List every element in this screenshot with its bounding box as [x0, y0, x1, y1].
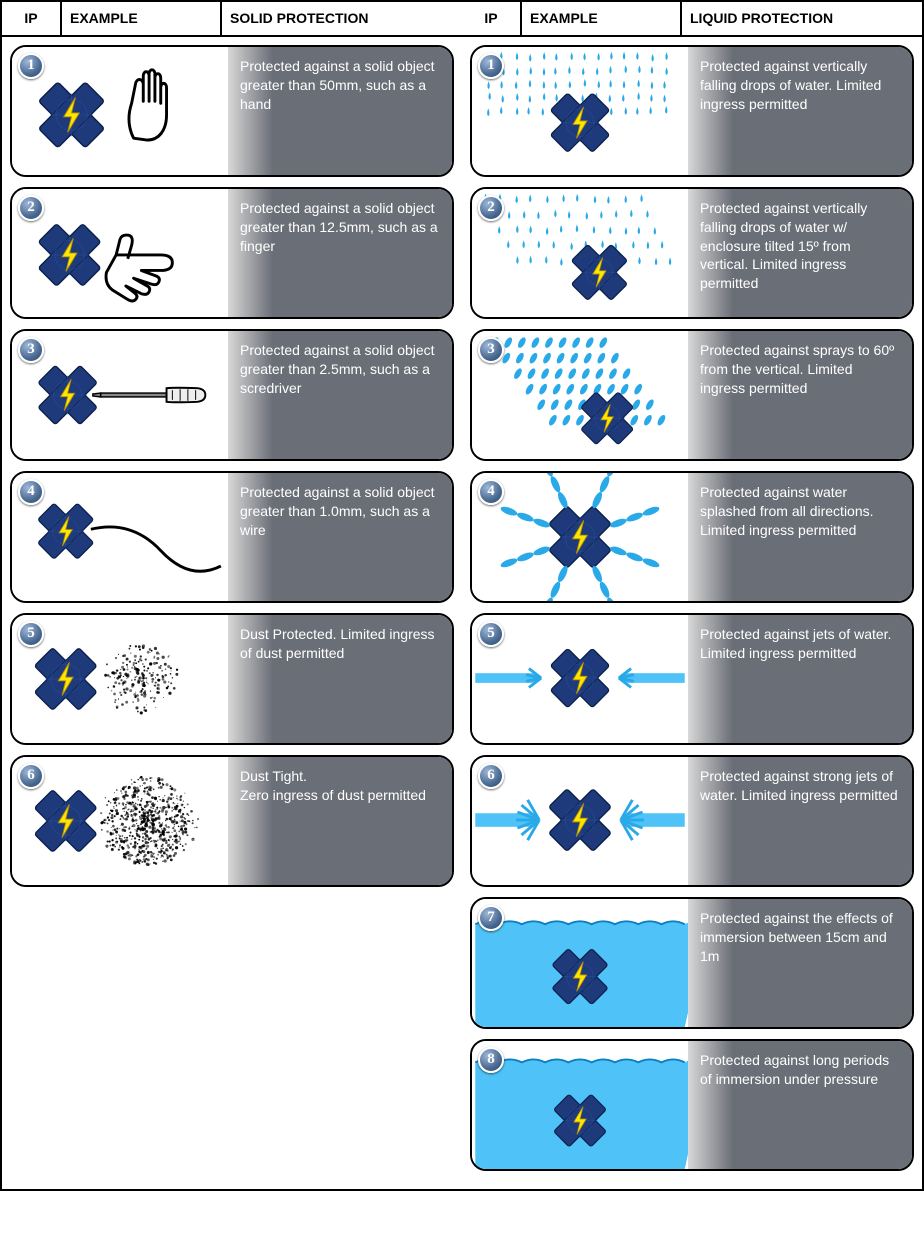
- solid-example-icon: 2: [12, 189, 228, 317]
- solid-card-3: 3 Protected against a solid object great…: [10, 329, 454, 461]
- ip-number-badge: 1: [478, 53, 504, 79]
- solid-card-4: 4 Protected against a solid object great…: [10, 471, 454, 603]
- liquid-description: Protected against strong jets of water. …: [688, 757, 912, 885]
- solid-description: Dust Protected. Limited ingress of dust …: [228, 615, 452, 743]
- liquid-example-icon: 4: [472, 473, 688, 601]
- liquid-card-2: 2 Protected against vertically falling d…: [470, 187, 914, 319]
- liquid-example-icon: 1: [472, 47, 688, 175]
- liquid-card-3: 3 Protected against sprays to 60º from t…: [470, 329, 914, 461]
- ip-number-badge: 2: [478, 195, 504, 221]
- liquid-card-1: 1 Protected against vertically falling d…: [470, 45, 914, 177]
- solid-card-2: 2 Protected against a solid object great…: [10, 187, 454, 319]
- ip-number-badge: 6: [18, 763, 44, 789]
- solid-description: Protected against a solid object greater…: [228, 473, 452, 601]
- ip-number-badge: 1: [18, 53, 44, 79]
- header-liquid: IP EXAMPLE LIQUID PROTECTION: [462, 2, 922, 35]
- solid-example-icon: 4: [12, 473, 228, 601]
- header-row: IP EXAMPLE SOLID PROTECTION IP EXAMPLE L…: [2, 2, 922, 37]
- liquid-description: Protected against long periods of immers…: [688, 1041, 912, 1169]
- solid-example-icon: 6: [12, 757, 228, 885]
- header-solid: IP EXAMPLE SOLID PROTECTION: [2, 2, 462, 35]
- header-example: EXAMPLE: [62, 2, 222, 35]
- solid-example-icon: 3: [12, 331, 228, 459]
- liquid-description: Protected against jets of water. Limited…: [688, 615, 912, 743]
- ip-number-badge: 3: [18, 337, 44, 363]
- header-ip: IP: [2, 2, 62, 35]
- solid-card-1: 1 Protected against a solid object great…: [10, 45, 454, 177]
- liquid-description: Protected against the effects of immersi…: [688, 899, 912, 1027]
- liquid-example-icon: 3: [472, 331, 688, 459]
- body-row: 1 Protected against a solid object great…: [2, 37, 922, 1189]
- liquid-example-icon: 2: [472, 189, 688, 317]
- liquid-example-icon: 6: [472, 757, 688, 885]
- solid-description: Dust Tight. Zero ingress of dust permitt…: [228, 757, 452, 885]
- solid-example-icon: 5: [12, 615, 228, 743]
- liquid-description: Protected against vertically falling dro…: [688, 189, 912, 317]
- ip-number-badge: 4: [478, 479, 504, 505]
- liquid-card-6: 6 Protected against strong jets of water…: [470, 755, 914, 887]
- ip-number-badge: 7: [478, 905, 504, 931]
- ip-number-badge: 8: [478, 1047, 504, 1073]
- liquid-description: Protected against sprays to 60º from the…: [688, 331, 912, 459]
- liquid-description: Protected against water splashed from al…: [688, 473, 912, 601]
- header-example: EXAMPLE: [522, 2, 682, 35]
- liquid-card-4: 4 Protected against water splashed from …: [470, 471, 914, 603]
- liquid-example-icon: 8: [472, 1041, 688, 1169]
- header-solid-protection: SOLID PROTECTION: [222, 2, 462, 35]
- ip-number-badge: 5: [18, 621, 44, 647]
- ip-chart: IP EXAMPLE SOLID PROTECTION IP EXAMPLE L…: [0, 0, 924, 1191]
- liquid-card-8: 8 Protected against long periods of imme…: [470, 1039, 914, 1171]
- liquid-example-icon: 7: [472, 899, 688, 1027]
- ip-number-badge: 3: [478, 337, 504, 363]
- solid-description: Protected against a solid object greater…: [228, 331, 452, 459]
- liquid-card-5: 5 Protected against jets of water. Limit…: [470, 613, 914, 745]
- liquid-column: 1 Protected against vertically falling d…: [462, 37, 922, 1189]
- solid-example-icon: 1: [12, 47, 228, 175]
- liquid-example-icon: 5: [472, 615, 688, 743]
- liquid-card-7: 7 Protected against the effects of immer…: [470, 897, 914, 1029]
- ip-number-badge: 5: [478, 621, 504, 647]
- solid-card-6: 6 Dust Tight. Zero ingress of dust permi…: [10, 755, 454, 887]
- solid-column: 1 Protected against a solid object great…: [2, 37, 462, 1189]
- solid-card-5: 5 Dust Protected. Limited ingress of dus…: [10, 613, 454, 745]
- ip-number-badge: 2: [18, 195, 44, 221]
- ip-number-badge: 6: [478, 763, 504, 789]
- header-liquid-protection: LIQUID PROTECTION: [682, 2, 922, 35]
- solid-description: Protected against a solid object greater…: [228, 189, 452, 317]
- liquid-description: Protected against vertically falling dro…: [688, 47, 912, 175]
- header-ip: IP: [462, 2, 522, 35]
- solid-description: Protected against a solid object greater…: [228, 47, 452, 175]
- ip-number-badge: 4: [18, 479, 44, 505]
